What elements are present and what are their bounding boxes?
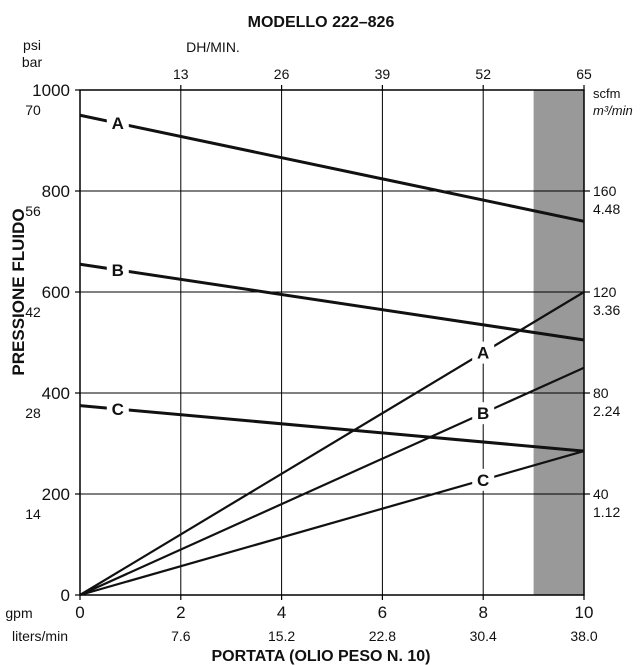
air-series-label: A bbox=[477, 344, 489, 363]
right-tick-label-scfm: 80 bbox=[593, 385, 609, 401]
air-line-c bbox=[79, 450, 585, 597]
y-tick-label-psi: 400 bbox=[42, 384, 70, 403]
top-axis-label: DH/MIN. bbox=[186, 39, 240, 55]
x-tick-label-gpm: 10 bbox=[575, 603, 594, 622]
y-tick-label-psi: 0 bbox=[61, 586, 70, 605]
x-tick-label-lpm: 7.6 bbox=[171, 628, 191, 644]
x-tick-label-lpm: 15.2 bbox=[268, 628, 295, 644]
x-unit-secondary: liters/min bbox=[12, 628, 68, 644]
top-tick-label: 13 bbox=[173, 66, 189, 82]
y-tick-label-psi: 1000 bbox=[32, 81, 70, 100]
series-label-background bbox=[472, 402, 495, 425]
y-tick-label-bar: 28 bbox=[25, 405, 41, 421]
x-unit-primary: gpm bbox=[5, 605, 32, 621]
pressure-series-label: C bbox=[112, 400, 124, 419]
pressure-series-label: B bbox=[112, 261, 124, 280]
right-unit-secondary: m³/min bbox=[593, 103, 633, 118]
y-unit-primary: psi bbox=[23, 37, 41, 53]
y-tick-label-psi: 600 bbox=[42, 283, 70, 302]
pressure-line-c bbox=[79, 404, 585, 453]
right-tick-label-m3: 4.48 bbox=[593, 201, 620, 217]
x-tick-label-gpm: 2 bbox=[176, 603, 185, 622]
y-unit-secondary: bar bbox=[22, 54, 43, 70]
x-tick-label-gpm: 4 bbox=[277, 603, 286, 622]
top-tick-label: 65 bbox=[576, 66, 592, 82]
y-tick-label-bar: 56 bbox=[25, 203, 41, 219]
series-label-background bbox=[106, 258, 129, 281]
right-tick-label-scfm: 40 bbox=[593, 486, 609, 502]
shaded-region bbox=[533, 90, 584, 595]
y-tick-label-bar: 70 bbox=[25, 102, 41, 118]
air-series-label: C bbox=[477, 471, 489, 490]
y-tick-label-bar: 42 bbox=[25, 304, 41, 320]
right-unit-primary: scfm bbox=[593, 86, 620, 101]
pressure-series-label: A bbox=[112, 114, 124, 133]
top-tick-label: 39 bbox=[375, 66, 391, 82]
right-tick-label-m3: 1.12 bbox=[593, 504, 620, 520]
right-tick-label-m3: 2.24 bbox=[593, 403, 620, 419]
x-tick-label-lpm: 30.4 bbox=[470, 628, 497, 644]
air-line-b bbox=[79, 366, 585, 597]
series-label-background bbox=[106, 398, 129, 421]
series-label-background bbox=[472, 341, 495, 364]
air-series-label: B bbox=[477, 404, 489, 423]
y-tick-label-bar: 14 bbox=[25, 506, 41, 522]
air-line-a bbox=[79, 291, 585, 596]
y-axis-title: PRESSIONE FLUIDO bbox=[9, 208, 28, 375]
y-tick-label-psi: 200 bbox=[42, 485, 70, 504]
top-tick-label: 26 bbox=[274, 66, 290, 82]
top-tick-label: 52 bbox=[475, 66, 491, 82]
right-tick-label-scfm: 160 bbox=[593, 183, 617, 199]
series-label-background bbox=[106, 112, 129, 135]
right-tick-label-m3: 3.36 bbox=[593, 302, 620, 318]
pressure-line-b bbox=[79, 262, 585, 342]
pressure-line-a bbox=[79, 113, 585, 223]
x-tick-label-lpm: 38.0 bbox=[570, 628, 597, 644]
right-tick-label-scfm: 120 bbox=[593, 284, 617, 300]
y-tick-label-psi: 800 bbox=[42, 182, 70, 201]
series-label-background bbox=[472, 468, 495, 491]
chart-title: MODELLO 222–826 bbox=[248, 14, 395, 31]
x-tick-label-gpm: 8 bbox=[478, 603, 487, 622]
x-tick-label-gpm: 0 bbox=[75, 603, 84, 622]
x-tick-label-gpm: 6 bbox=[378, 603, 387, 622]
x-axis-title: PORTATA (OLIO PESO N. 10) bbox=[212, 648, 431, 665]
plot-frame bbox=[79, 89, 585, 596]
x-tick-label-lpm: 22.8 bbox=[369, 628, 396, 644]
